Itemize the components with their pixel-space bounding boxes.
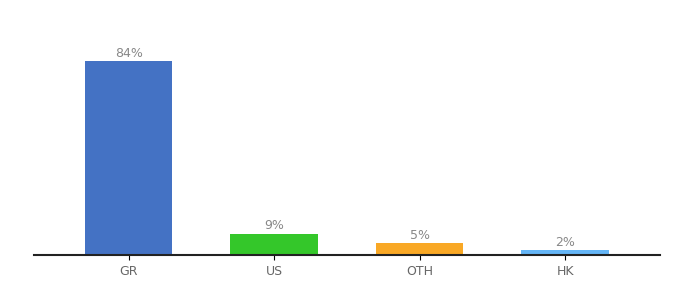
Text: 84%: 84% [115,46,143,59]
Bar [376,244,463,255]
Text: 9%: 9% [264,219,284,232]
Bar [522,250,609,255]
Text: 2%: 2% [555,236,575,248]
Bar [85,61,172,255]
Text: 5%: 5% [409,229,430,242]
Bar [231,234,318,255]
